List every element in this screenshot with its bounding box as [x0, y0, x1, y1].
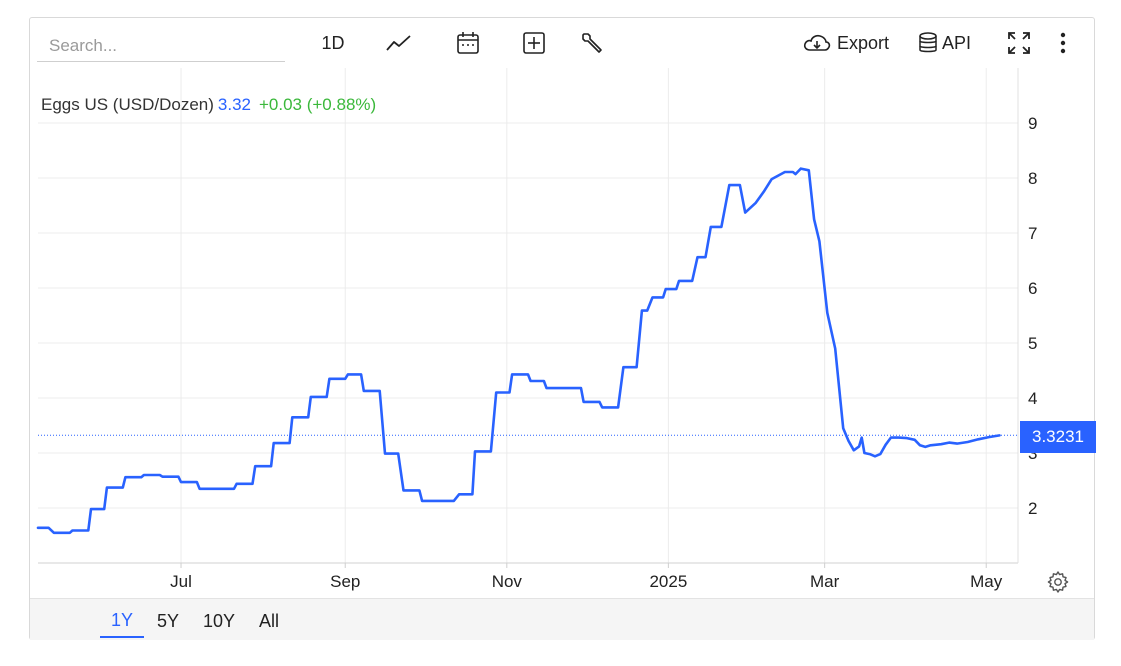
grid: [38, 68, 1018, 563]
x-tick-label: May: [970, 572, 1003, 591]
compare-button[interactable]: [518, 28, 550, 58]
fullscreen-icon: [1007, 31, 1031, 55]
range-label: All: [258, 610, 279, 631]
series-line: [36, 167, 1001, 535]
y-tick-label: 3: [1028, 444, 1037, 463]
date-range-button[interactable]: [452, 28, 484, 58]
more-vertical-icon: [1060, 32, 1066, 54]
y-tick-label: 9: [1028, 114, 1037, 133]
chart-card: [29, 17, 1095, 640]
range-label: 1Y: [110, 609, 134, 630]
legend-change: +0.03 (+0.88%): [258, 95, 377, 114]
x-tick-label: Sep: [330, 572, 360, 591]
y-tick-label: 4: [1028, 389, 1037, 408]
export-button[interactable]: Export: [803, 28, 897, 58]
legend-value: 3.32: [217, 95, 251, 114]
range-5y-button[interactable]: 5Y: [150, 604, 186, 638]
x-tick-label: Jul: [170, 572, 192, 591]
interval-button[interactable]: 1D: [315, 28, 351, 58]
cloud-download-icon: [803, 33, 831, 53]
axes: 2 3 4 5 6 7 8 9 Jul Sep Nov 2025 Mar May: [38, 68, 1037, 591]
y-tick-label: 5: [1028, 334, 1037, 353]
range-label: 5Y: [156, 610, 180, 631]
chart-legend: Eggs US (USD/Dozen) 3.32 +0.03 (+0.88%): [41, 95, 376, 115]
wrench-icon: [580, 31, 604, 55]
fullscreen-button[interactable]: [1004, 28, 1034, 58]
range-10y-button[interactable]: 10Y: [196, 604, 242, 638]
x-tick-label: 2025: [649, 572, 687, 591]
x-tick-label: Mar: [810, 572, 840, 591]
interval-label: 1D: [321, 32, 345, 53]
calendar-icon: [456, 31, 480, 55]
gear-icon[interactable]: [1046, 570, 1070, 594]
settings-tools-button[interactable]: [576, 28, 608, 58]
y-tick-label: 2: [1028, 499, 1037, 518]
chart-type-button[interactable]: [382, 28, 416, 58]
range-selector-bar: [30, 598, 1094, 640]
y-tick-label: 7: [1028, 224, 1037, 243]
add-icon: [522, 31, 546, 55]
last-price-tag: 3.3231: [1020, 421, 1096, 453]
api-label: API: [942, 32, 972, 53]
api-button[interactable]: API: [918, 28, 978, 58]
y-tick-label: 6: [1028, 279, 1037, 298]
x-tick-label: Nov: [492, 572, 523, 591]
series: [36, 167, 1018, 535]
search-input[interactable]: [37, 30, 285, 62]
range-1y-button[interactable]: 1Y: [100, 604, 144, 638]
y-tick-label: 8: [1028, 169, 1037, 188]
export-label: Export: [837, 32, 890, 53]
range-all-button[interactable]: All: [251, 604, 287, 638]
line-chart-icon: [386, 34, 412, 52]
legend-series-name: Eggs US (USD/Dozen): [41, 95, 214, 114]
range-label: 10Y: [202, 610, 236, 631]
more-menu-button[interactable]: [1050, 28, 1076, 58]
database-icon: [918, 31, 938, 55]
